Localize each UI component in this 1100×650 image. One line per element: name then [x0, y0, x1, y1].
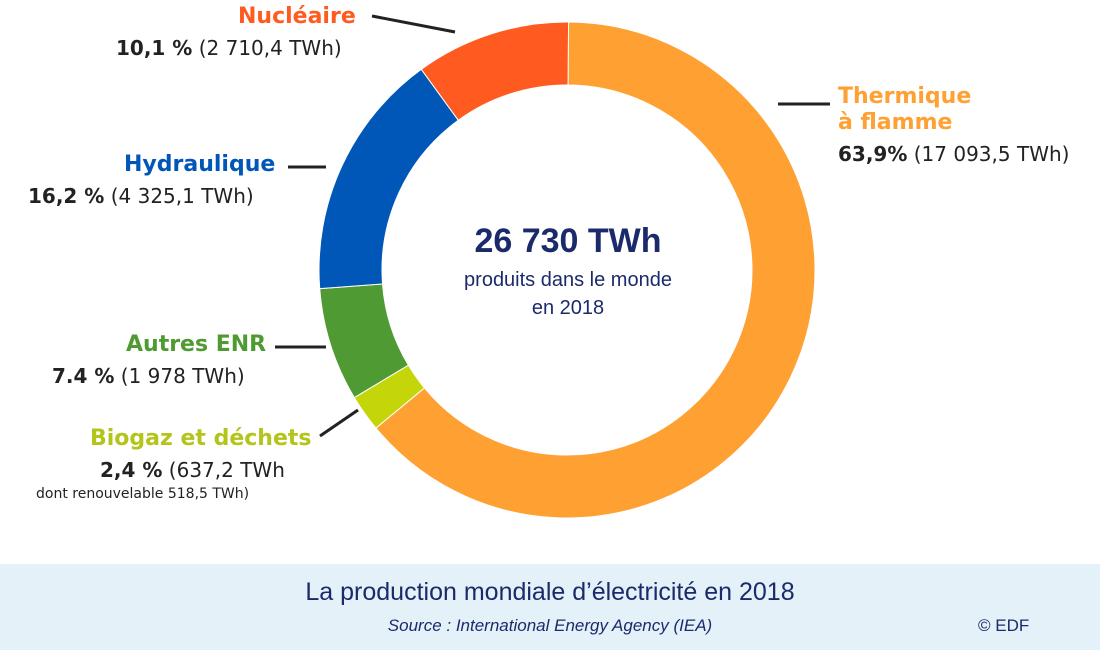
label-autres-amount: (1 978 TWh): [120, 364, 245, 388]
total-caption-line2: en 2018: [531, 297, 605, 319]
label-hydraulique-name: Hydraulique: [124, 152, 276, 177]
chart-title: La production mondiale d’électricité en …: [305, 578, 795, 606]
leader-line-nucleaire: [371, 14, 456, 34]
label-nucleaire-name: Nucléaire: [238, 4, 356, 29]
label-thermique-value: 63,9% (17 093,5 TWh): [838, 142, 1069, 166]
label-nucleaire-amount: (2 710,4 TWh): [198, 36, 342, 60]
label-nucleaire-percent: 10,1 %: [116, 36, 193, 60]
leader-line-biogaz: [319, 408, 359, 438]
label-biogaz-amount: (637,2 TWh: [168, 458, 285, 482]
label-biogaz-name: Biogaz et déchets: [90, 426, 312, 451]
donut-segments: [318, 21, 816, 519]
label-biogaz-note: dont renouvelable 518,5 TWh): [36, 486, 250, 502]
label-thermique-percent: 63,9%: [838, 142, 908, 166]
label-biogaz-value: 2,4 % (637,2 TWh: [100, 458, 285, 482]
label-biogaz-percent: 2,4 %: [100, 458, 163, 482]
label-hydraulique-percent: 16,2 %: [28, 184, 105, 208]
donut-slice-thermique: [375, 21, 816, 519]
donut-chart: [275, 14, 830, 519]
copyright: © EDF: [978, 616, 1030, 635]
label-autres-name: Autres ENR: [126, 332, 267, 357]
label-autres-percent: 7.4 %: [52, 364, 115, 388]
total-caption: produits dans le monde en 2018: [418, 266, 718, 322]
label-hydraulique-value: 16,2 % (4 325,1 TWh): [28, 184, 254, 208]
label-nucleaire-value: 10,1 % (2 710,4 TWh): [116, 36, 342, 60]
source-note: Source : International Energy Agency (IE…: [387, 616, 713, 635]
footer-band: La production mondiale d’électricité en …: [0, 564, 1100, 650]
total-caption-line1: produits dans le monde: [464, 269, 672, 291]
label-thermique-name-line1: Thermique: [838, 84, 972, 109]
donut-slice-hydraulique: [318, 68, 459, 290]
label-autres-value: 7.4 % (1 978 TWh): [52, 364, 245, 388]
label-hydraulique-amount: (4 325,1 TWh): [110, 184, 254, 208]
leader-lines: [275, 14, 830, 438]
label-thermique-amount: (17 093,5 TWh): [913, 142, 1070, 166]
label-thermique-name-line2: à flamme: [838, 110, 953, 135]
total-value: 26 730 TWh: [474, 222, 662, 260]
